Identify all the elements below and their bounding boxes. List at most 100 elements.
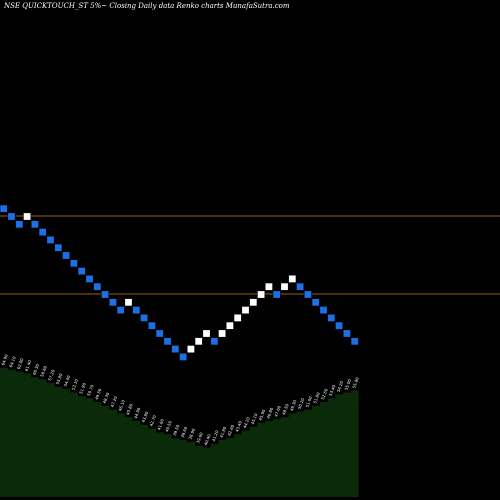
brick-price-label: 44.90 [133,406,142,419]
renko-brick-down [163,337,172,346]
renko-brick-down [30,220,39,229]
brick-price-label: 54.20 [336,380,345,393]
brick-price-label: 38.60 [180,425,189,438]
renko-brick-up [202,329,211,338]
brick-price-label: 48.30 [102,391,111,404]
brick-price-label: 39.60 [195,431,204,444]
brick-price-label: 40.50 [164,420,173,433]
renko-brick-up [288,274,297,283]
renko-brick-down [296,282,305,291]
renko-brick-up [218,329,227,338]
brick-price-label: 46.10 [117,399,126,412]
renko-brick-down [38,228,47,237]
renko-brick-down [85,274,94,283]
brick-price-label: 53.10 [70,378,79,391]
brick-price-label: 47.60 [273,405,282,418]
renko-brick-down [272,290,281,299]
brick-price-label: 51.90 [78,382,87,395]
brick-price-label: 55.80 [55,372,64,385]
brick-price-label: 42.70 [148,414,157,427]
brick-price-label: 53.40 [328,384,337,397]
renko-brick-up [264,282,273,291]
renko-brick-up [194,337,203,346]
renko-brick-down [335,321,344,330]
volume-area [0,367,359,497]
brick-price-label: 47.20 [109,395,118,408]
renko-brick-down [179,352,188,361]
brick-price-label: 41.20 [211,429,220,442]
brick-price-label: 57.20 [47,368,56,381]
renko-brick-down [155,329,164,338]
brick-price-label: 38.90 [187,427,196,440]
renko-brick-down [140,313,149,322]
brick-price-label: 50.20 [297,397,306,410]
chart-title: NSE QUICKTOUCH_ST 5%~ Closing Daily data… [3,2,290,10]
brick-price-label: 54.40 [63,374,72,387]
renko-brick-down [15,220,24,229]
brick-price-label: 43.40 [234,420,243,433]
renko-brick-up [280,282,289,291]
brick-price-label: 49.50 [94,387,103,400]
brick-price-label: 55.80 [351,376,360,389]
renko-brick-down [93,282,102,291]
brick-price-label: 45.10 [250,412,259,425]
brick-price-label: 64.10 [8,355,17,368]
renko-brick-down [342,329,351,338]
renko-brick-up [257,290,266,299]
renko-brick-down [7,212,16,221]
brick-price-label: 52.60 [320,387,329,400]
brick-price-label: 41.80 [219,425,228,438]
brick-price-label: 40.40 [203,433,212,446]
renko-brick-down [350,337,359,346]
renko-bricks-layer [0,204,359,361]
renko-brick-down [311,298,320,307]
renko-brick-down [46,235,55,244]
brick-price-label: 58.60 [39,365,48,378]
renko-brick-up [124,298,133,307]
brick-price-label: 43.80 [141,410,150,423]
renko-brick-down [77,267,86,276]
brick-price-label: 64.90 [0,353,9,366]
renko-brick-up [241,306,250,315]
renko-brick-up [23,212,32,221]
brick-price-label: 42.60 [226,424,235,437]
brick-price-label: 46.80 [265,406,274,419]
brick-price-label: 45.90 [258,408,267,421]
brick-price-label: 45.80 [125,403,134,416]
brick-price-label: 41.60 [156,418,165,431]
renko-brick-down [108,298,117,307]
renko-brick-down [0,204,8,213]
brick-labels-layer: 64.90 64.10 62.80 61.40 60.30 58.60 57.20 55.80… [0,353,360,446]
brick-price-label: 50.70 [86,384,95,397]
renko-brick-down [54,243,63,252]
renko-brick-down [132,306,141,315]
renko-brick-down [116,306,125,315]
renko-brick-down [62,251,71,260]
renko-brick-up [225,321,234,330]
brick-price-label: 48.50 [281,403,290,416]
renko-brick-down [303,290,312,299]
brick-price-label: 62.80 [16,357,25,370]
renko-brick-down [171,345,180,354]
brick-price-label: 60.30 [31,363,40,376]
renko-brick-up [186,345,195,354]
reference-lines-layer [0,215,500,295]
renko-brick-down [319,306,328,315]
volume-area-layer [0,367,359,497]
brick-price-label: 51.00 [304,395,313,408]
renko-brick-down [69,259,78,268]
renko-brick-down [327,313,336,322]
brick-price-label: 49.30 [289,399,298,412]
renko-brick-up [233,313,242,322]
brick-price-label: 39.50 [172,424,181,437]
brick-price-label: 61.40 [24,359,33,372]
renko-brick-down [101,290,110,299]
renko-brick-down [147,321,156,330]
brick-price-label: 44.20 [242,416,251,429]
renko-brick-up [249,298,258,307]
brick-price-label: 55.00 [343,378,352,391]
renko-brick-down [210,337,219,346]
brick-price-label: 51.80 [312,391,321,404]
